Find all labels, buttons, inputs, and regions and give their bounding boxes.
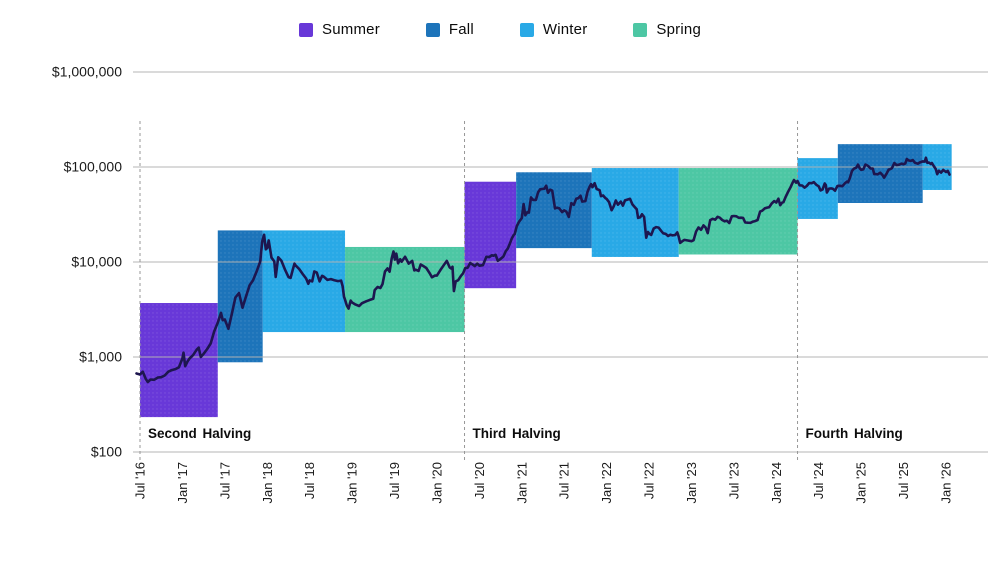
- x-axis-label: Jul '24: [811, 462, 826, 499]
- legend-item-winter: Winter: [519, 21, 588, 38]
- x-axis-label: Jul '20: [472, 462, 487, 499]
- x-axis-label: Jul '23: [726, 462, 741, 499]
- season-block-texture: [345, 246, 465, 333]
- fall-swatch-icon: [425, 22, 440, 37]
- x-axis-label: Jul '16: [133, 462, 148, 499]
- x-axis-label: Jul '18: [302, 462, 317, 499]
- x-axis-label: Jan '23: [684, 462, 699, 504]
- season-block-texture: [516, 172, 592, 249]
- x-axis-label: Jan '25: [854, 462, 869, 504]
- legend-item-fall: Fall: [425, 21, 474, 38]
- legend-item-summer: Summer: [299, 21, 380, 38]
- x-axis-label: Jul '25: [896, 462, 911, 499]
- legend-item-spring: Spring: [633, 21, 701, 38]
- y-axis-label: $1,000,000: [52, 64, 122, 80]
- summer-swatch-icon: [299, 22, 314, 37]
- spring-swatch-icon: [633, 22, 648, 37]
- x-axis-label: Jan '22: [599, 462, 614, 504]
- y-axis-label: $100,000: [64, 159, 123, 175]
- chart-legend: Summer Fall Winter Spring: [0, 21, 1000, 38]
- season-block-texture: [464, 181, 517, 289]
- price-line: [135, 156, 951, 384]
- halving-label: Third Halving: [473, 426, 561, 441]
- x-axis-label: Jan '20: [429, 462, 444, 504]
- x-axis-label: Jan '18: [260, 462, 275, 504]
- x-axis-label: Jul '21: [557, 462, 572, 499]
- halving-markers: Second Halving Third Halving Fourth Halvin…: [139, 121, 903, 460]
- y-axis-label: $100: [91, 444, 122, 460]
- legend-label-spring: Spring: [656, 21, 701, 38]
- season-block-texture: [678, 168, 798, 255]
- x-axis-label: Jan '17: [175, 462, 190, 504]
- season-block-texture: [140, 303, 218, 418]
- legend-label-summer: Summer: [322, 21, 380, 38]
- x-axis-label: Jan '21: [514, 462, 529, 504]
- legend-label-fall: Fall: [448, 21, 474, 38]
- halving-label: Second Halving: [148, 426, 251, 441]
- x-axis-label: Jul '17: [217, 462, 232, 499]
- season-block-texture: [262, 230, 346, 333]
- x-axis-label: Jan '26: [939, 462, 954, 504]
- y-axis-label: $1,000: [79, 349, 122, 365]
- x-axis-label: Jul '22: [642, 462, 657, 499]
- y-axis-label: $10,000: [71, 254, 122, 270]
- x-axis-labels: Jul '16 Jan '17 Jul '17 Jan '18 Jul '18 Jan '…: [133, 462, 954, 504]
- x-axis-label: Jan '24: [769, 462, 784, 504]
- legend-label-winter: Winter: [542, 21, 588, 38]
- halving-label: Fourth Halving: [806, 426, 903, 441]
- winter-swatch-icon: [519, 22, 534, 37]
- x-axis-label: Jul '19: [387, 462, 402, 499]
- season-blocks: [140, 144, 952, 418]
- y-gridlines: $1,000,000 $100,000 $10,000 $1,000 $100: [52, 64, 988, 460]
- x-axis-label: Jan '19: [345, 462, 360, 504]
- season-block-texture: [591, 168, 679, 257]
